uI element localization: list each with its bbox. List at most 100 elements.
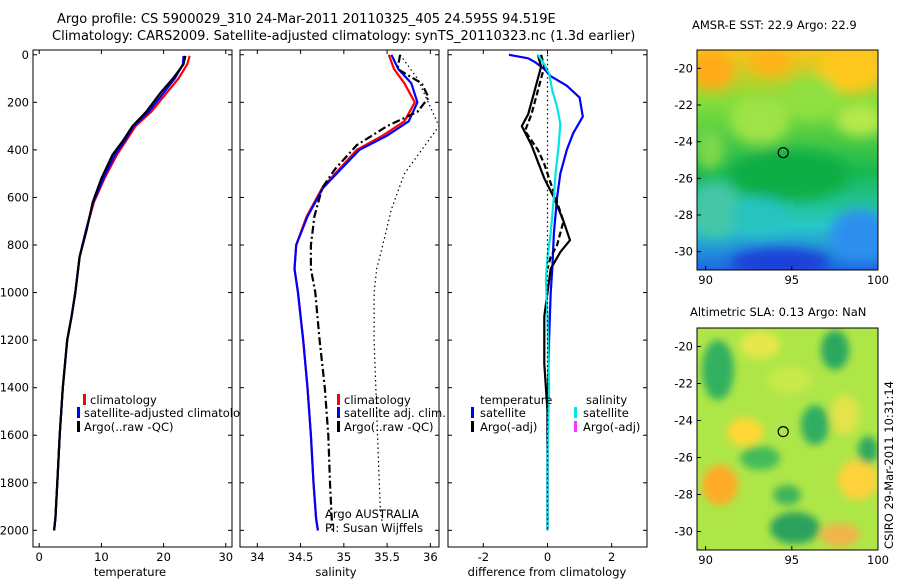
y-tick-label: -28 — [674, 488, 693, 502]
side-timestamp: CSIRO 29-Mar-2011 10:31:14 — [882, 381, 896, 549]
temperature-depth-axis: 0 200 400 600 800 1000 1200 1400 1600 1800 2000 — [0, 48, 232, 537]
y-tick-label: -26 — [674, 451, 693, 465]
difference-panel: -2 0 2 difference from climatology tempera… — [447, 49, 648, 579]
y-tick-label: -30 — [674, 245, 693, 259]
difference-series — [508, 53, 584, 531]
sst-map-panel: AMSR-E SST: 22.9 Argo: 22.9 90 95 100 -20 -2… — [674, 18, 889, 287]
x-tick-label: 34.5 — [288, 550, 314, 564]
sla-map-image — [697, 328, 878, 550]
legend-label-sal-argo: Argo(-adj) — [583, 420, 640, 434]
x-tick-label: 10 — [94, 550, 109, 564]
figure-title-line-1: Argo profile: CS 5900029_310 24-Mar-2011… — [57, 12, 556, 27]
legend-swatch-climatology — [337, 394, 340, 405]
legend-label-satellite: satellite-adjusted climatolo — [84, 406, 240, 420]
y-tick-label: 1600 — [0, 428, 29, 442]
series-line-argo-raw-qc- — [53, 55, 187, 531]
legend-swatch-temp-satellite — [471, 407, 474, 418]
y-tick-label: -28 — [674, 208, 693, 222]
sst-map-axes: 90 95 100 -20 -22 -24 -26 -28 -30 — [674, 61, 889, 287]
series-line-satellite-adj-clim- — [293, 54, 419, 531]
legend-label-sal-satellite: satellite — [583, 406, 629, 420]
difference-legend: temperature salinity satellite Argo(-adj… — [471, 393, 640, 434]
legend-swatch-satellite — [337, 407, 340, 418]
x-tick-label: 35.5 — [374, 550, 400, 564]
sla-map-axes: 90 95 100 -20 -22 -24 -26 -28 -30 — [674, 340, 889, 568]
series-line-salinity-satellite — [536, 54, 562, 531]
salinity-legend: climatology satellite adj. clim. Argo(..… — [337, 393, 446, 434]
x-tick-label: 30 — [218, 550, 233, 564]
x-tick-label: 95 — [784, 273, 799, 287]
sla-map-title: Altimetric SLA: 0.13 Argo: NaN — [690, 305, 866, 319]
x-tick-label: -2 — [478, 550, 489, 564]
y-tick-label: 2000 — [0, 523, 29, 537]
annotation-argo-australia: Argo AUSTRALIA — [325, 507, 419, 521]
legend-swatch-climatology — [83, 394, 86, 405]
legend-swatch-satellite — [77, 407, 80, 418]
y-tick-label: 600 — [7, 190, 29, 204]
sst-map-title: AMSR-E SST: 22.9 Argo: 22.9 — [692, 18, 857, 32]
temperature-x-axis: 0 10 20 30 — [36, 50, 233, 564]
temperature-axes-frame — [32, 49, 233, 548]
y-tick-label: -26 — [674, 171, 693, 185]
x-tick-label: 35 — [337, 550, 352, 564]
series-line-raw — [373, 54, 439, 521]
y-tick-label: -22 — [674, 98, 693, 112]
salinity-series — [293, 54, 439, 531]
series-line-temperature-argo-adj- — [520, 54, 572, 531]
temperature-series — [53, 55, 191, 531]
x-tick-label: 90 — [698, 273, 713, 287]
legend-title-temperature: temperature — [480, 393, 552, 407]
temperature-legend: climatology satellite-adjusted climatolo… — [77, 393, 240, 434]
argo-location-marker — [777, 147, 789, 159]
series-line-argo-raw-qc- — [309, 54, 430, 531]
sla-map-frame — [696, 327, 879, 551]
y-tick-label: -24 — [674, 414, 693, 428]
y-tick-label: 800 — [7, 238, 29, 252]
y-tick-label: 1800 — [0, 476, 29, 490]
x-tick-label: 0 — [36, 550, 43, 564]
sla-map-panel: Altimetric SLA: 0.13 Argo: NaN — [674, 305, 889, 567]
salinity-xlabel: salinity — [315, 565, 356, 579]
y-tick-label: -24 — [674, 135, 693, 149]
y-tick-label: 0 — [22, 48, 29, 62]
legend-swatch-temp-argo — [471, 421, 474, 432]
legend-label-temp-satellite: satellite — [480, 406, 526, 420]
salinity-axes-frame — [239, 49, 440, 548]
legend-swatch-sal-argo — [574, 421, 577, 432]
legend-label-climatology: climatology — [90, 393, 157, 407]
series-line-satellite-adjusted-climatology — [53, 55, 185, 531]
difference-depth-ticks — [448, 54, 647, 531]
legend-label-argo: Argo(..raw -QC) — [84, 420, 174, 434]
temperature-xlabel: temperature — [94, 565, 166, 579]
y-tick-label: -20 — [674, 61, 693, 75]
legend-label-satellite: satellite adj. clim. — [344, 406, 446, 420]
x-tick-label: 20 — [156, 550, 171, 564]
difference-x-axis: -2 0 2 — [478, 50, 615, 564]
legend-swatch-argo — [77, 421, 80, 432]
legend-title-salinity: salinity — [586, 393, 627, 407]
x-tick-label: 0 — [544, 550, 551, 564]
y-tick-label: -20 — [674, 340, 693, 354]
legend-swatch-sal-satellite — [574, 407, 577, 418]
x-tick-label: 90 — [698, 553, 713, 567]
series-line-temperature-argo-dashed — [523, 54, 565, 270]
y-tick-label: 1200 — [0, 333, 29, 347]
y-tick-label: 400 — [7, 143, 29, 157]
legend-label-temp-argo: Argo(-adj) — [480, 420, 537, 434]
x-tick-label: 2 — [608, 550, 615, 564]
legend-label-climatology: climatology — [344, 393, 411, 407]
y-tick-label: 200 — [7, 95, 29, 109]
y-tick-label: -30 — [674, 525, 693, 539]
argo-location-marker — [777, 426, 789, 438]
y-tick-label: 1000 — [0, 286, 29, 300]
salinity-panel: 34 34.5 35 35.5 36 salinity climatology sate… — [239, 49, 446, 579]
figure-title-line-2: Climatology: CARS2009. Satellite-adjuste… — [52, 29, 636, 44]
difference-xlabel: difference from climatology — [468, 565, 627, 579]
x-tick-label: 95 — [784, 553, 799, 567]
temperature-panel: 0 200 400 600 800 1000 1200 1400 1600 1800 2000 0 1… — [0, 48, 240, 579]
x-tick-label: 36 — [423, 550, 438, 564]
legend-swatch-argo — [337, 421, 340, 432]
legend-label-argo: Argo(..raw -QC) — [344, 420, 434, 434]
y-tick-label: 1400 — [0, 381, 29, 395]
